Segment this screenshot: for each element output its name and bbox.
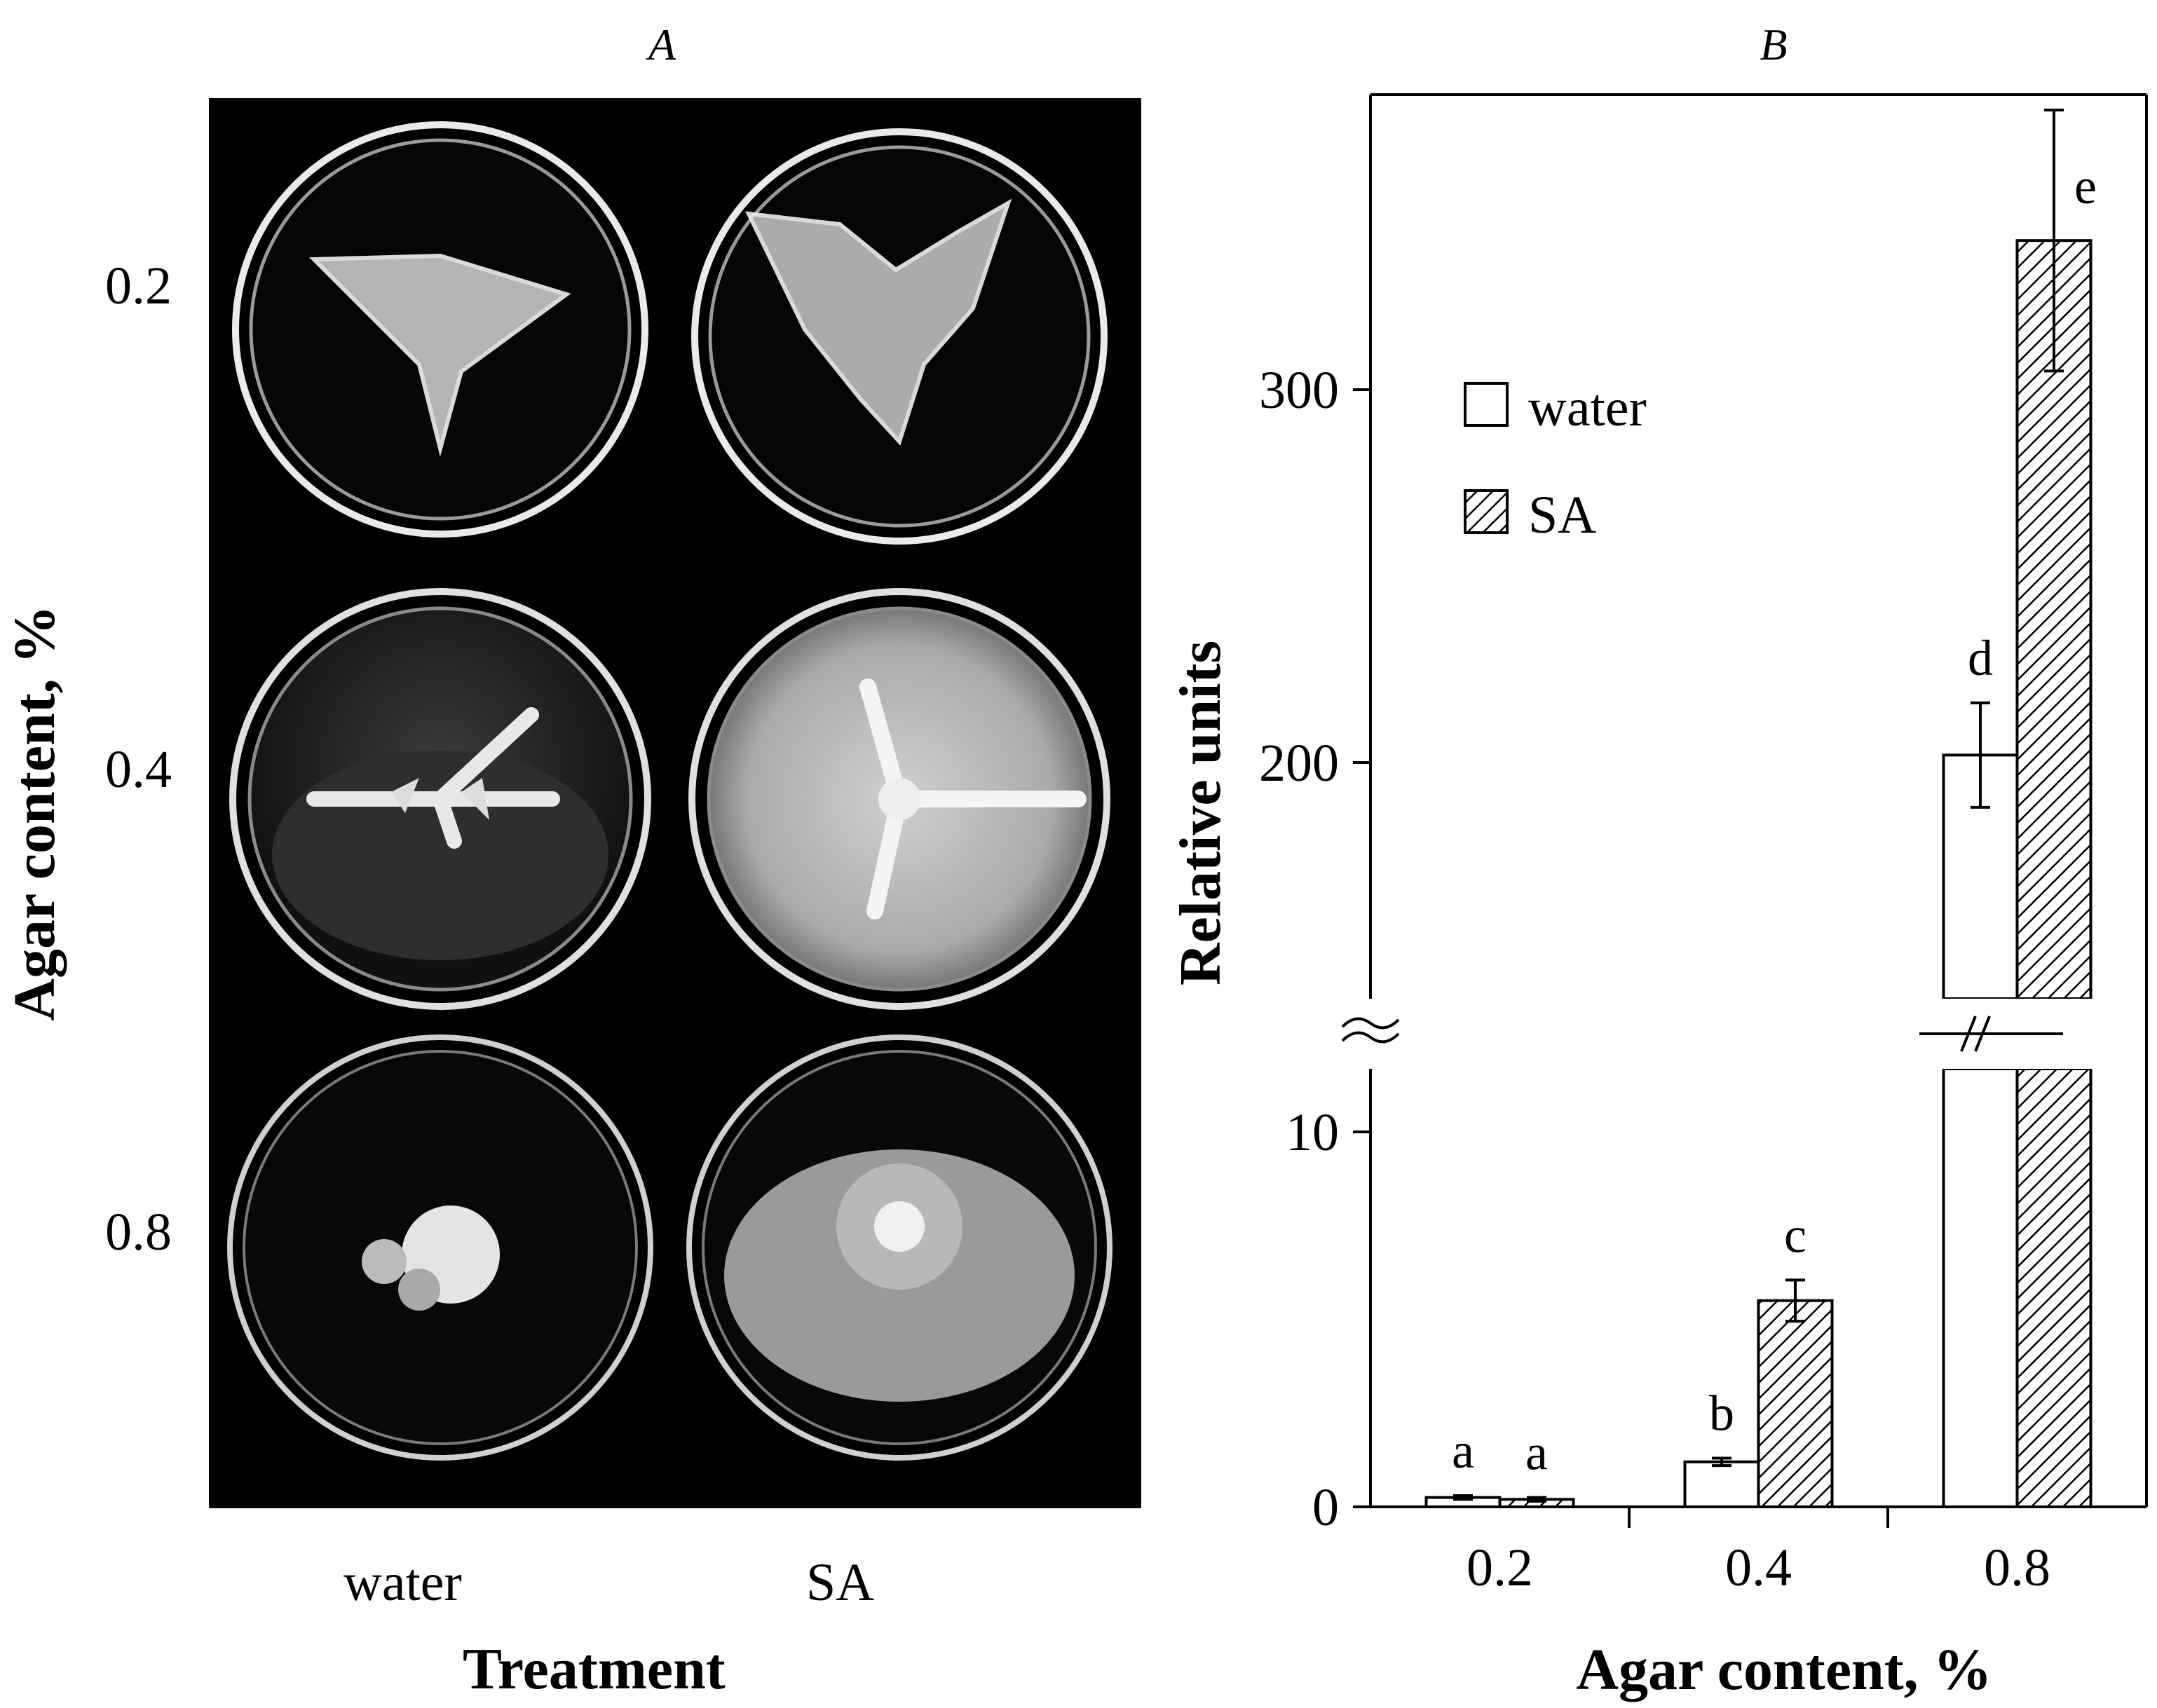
legend-label: SA <box>1528 486 1596 545</box>
bar <box>2015 1067 2093 1508</box>
y-axis-break-mark <box>1341 1017 1400 1030</box>
col-label-sa: SA <box>806 1553 875 1612</box>
dish-0.8-sa <box>686 1034 1112 1461</box>
col-label-water: water <box>343 1553 462 1612</box>
y-tick-label: 200 <box>1259 734 1339 793</box>
bar-break-mark <box>1960 1016 1991 1052</box>
row-label-0.8: 0.8 <box>105 1203 172 1262</box>
dish-0.2-water <box>232 121 648 538</box>
y-tick-label: 300 <box>1259 361 1339 420</box>
x-tick-label: 0.4 <box>1725 1538 1792 1597</box>
significance-letter: a <box>1525 1425 1548 1481</box>
row-label-0.2: 0.2 <box>105 257 172 315</box>
significance-letter: d <box>1968 630 1993 686</box>
significance-letter: a <box>1452 1423 1474 1479</box>
legend-swatch <box>1464 489 1509 534</box>
legend-swatch <box>1464 382 1509 427</box>
chart-xlabel: Agar content, % <box>1576 1637 1992 1702</box>
bar <box>1683 1460 1760 1509</box>
panel-b-letter: B <box>1760 20 1787 69</box>
y-tick-label: 0 <box>1312 1478 1339 1537</box>
row-label-0.4: 0.4 <box>105 740 172 799</box>
legend-label: water <box>1528 378 1647 437</box>
dish-0.8-water <box>227 1034 653 1461</box>
x-tick-label: 0.2 <box>1467 1538 1533 1597</box>
significance-letter: b <box>1709 1385 1734 1441</box>
panel-a-xlabel: Treatment <box>463 1637 726 1702</box>
bar <box>1757 1299 1834 1508</box>
petri-dish-photo <box>209 98 1141 1508</box>
chart-ylabel: Relative units <box>1168 641 1233 985</box>
dish-0.4-sa <box>688 588 1110 1010</box>
dish-0.2-sa <box>691 128 1108 545</box>
x-tick-label: 0.8 <box>1984 1538 2050 1597</box>
significance-letter: e <box>2074 158 2097 214</box>
significance-letter: c <box>1784 1207 1806 1263</box>
y-tick-label: 10 <box>1286 1103 1339 1162</box>
panel-a-letter: A <box>648 20 676 69</box>
dish-0.4-water <box>229 588 651 1010</box>
y-axis-break-mark <box>1341 1031 1400 1044</box>
bar <box>1942 1067 2019 1508</box>
